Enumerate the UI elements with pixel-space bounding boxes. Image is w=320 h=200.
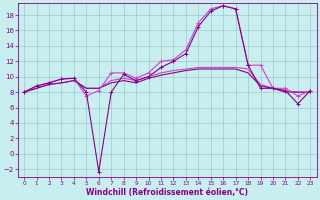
X-axis label: Windchill (Refroidissement éolien,°C): Windchill (Refroidissement éolien,°C) <box>86 188 248 197</box>
